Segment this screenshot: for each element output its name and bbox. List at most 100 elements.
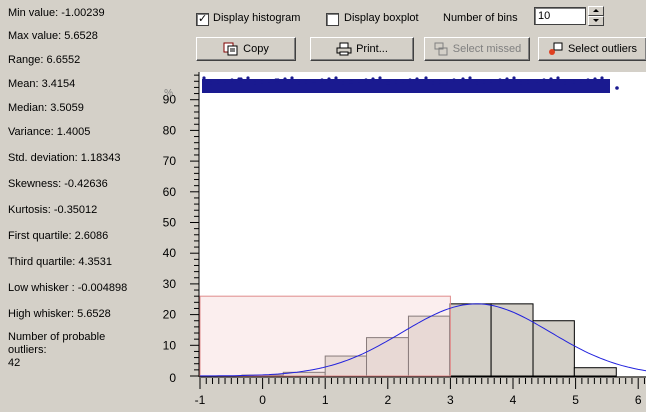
y-tick-label: 90	[163, 93, 177, 107]
data-point	[526, 80, 530, 84]
data-point	[512, 76, 516, 80]
stat-label: Range:	[8, 54, 44, 66]
stat-label: High whisker:	[8, 308, 75, 320]
data-point	[341, 81, 345, 85]
data-point	[230, 78, 234, 82]
stat-item: Number of probable outliers: 42	[8, 331, 120, 370]
printer-icon	[336, 42, 352, 56]
data-point	[237, 77, 241, 81]
copy-icon	[223, 42, 239, 56]
copy-button[interactable]: Copy	[196, 37, 296, 61]
select-outliers-label: Select outliers	[567, 43, 638, 55]
data-point	[371, 77, 375, 81]
data-point	[505, 77, 509, 81]
histogram-bar	[573, 367, 617, 377]
density-curve	[200, 303, 646, 377]
stat-label: First quartile:	[8, 230, 72, 242]
display-histogram-label[interactable]: Display histogram	[213, 12, 301, 24]
data-point	[253, 81, 257, 85]
data-point	[593, 77, 597, 81]
stat-label: Third quartile:	[8, 256, 76, 268]
data-point	[274, 78, 278, 82]
y-tick-label: 70	[163, 154, 177, 168]
y-tick-label: 60	[163, 185, 177, 199]
x-tick-label: 6	[635, 393, 642, 407]
stat-value: 6.6552	[43, 54, 81, 66]
data-point	[394, 80, 398, 84]
stat-label: Low whisker :	[8, 282, 75, 294]
data-point	[415, 77, 419, 81]
stat-item: Low whisker : -0.004898	[8, 282, 178, 295]
selection-region	[199, 295, 451, 377]
data-point	[563, 81, 567, 85]
bins-spinner[interactable]	[588, 6, 604, 26]
data-point	[385, 81, 389, 85]
data-point	[297, 81, 301, 85]
stat-label: Number of probable outliers:	[8, 331, 106, 356]
up-arrow-icon[interactable]	[588, 6, 604, 16]
print-button[interactable]: Print...	[310, 37, 414, 61]
stat-value: 3.4154	[38, 78, 76, 90]
data-point	[311, 79, 315, 83]
y-tick-label: 80	[163, 123, 177, 137]
data-point	[468, 76, 472, 80]
down-arrow-icon[interactable]	[588, 16, 604, 26]
stat-label: Kurtosis:	[8, 204, 51, 216]
stat-value: 3.5059	[47, 102, 84, 114]
data-point	[445, 79, 449, 83]
points-strip	[202, 79, 610, 93]
data-point	[461, 77, 465, 81]
data-point	[357, 79, 361, 83]
data-point	[542, 78, 546, 82]
number-of-bins-input[interactable]	[534, 7, 586, 25]
y-tick-label: 0	[169, 371, 176, 385]
stat-value: 1.18343	[77, 152, 121, 164]
histogram-bar	[449, 303, 492, 377]
y-tick-label: 20	[163, 308, 177, 322]
display-boxplot-checkbox[interactable]	[326, 13, 339, 26]
data-point	[586, 78, 590, 82]
stat-item: First quartile: 2.6086	[8, 230, 178, 243]
data-point	[320, 78, 324, 82]
x-tick-label: 1	[322, 393, 329, 407]
checkmark-icon: ✓	[198, 12, 208, 25]
data-point	[327, 77, 331, 81]
data-point	[216, 80, 220, 84]
x-tick-label: -1	[195, 393, 206, 407]
data-point	[475, 81, 479, 85]
stat-label: Max value:	[8, 30, 62, 42]
display-histogram-checkbox[interactable]: ✓	[196, 12, 209, 26]
data-point	[401, 79, 405, 83]
stat-value: -0.35012	[50, 204, 98, 216]
stat-item: Std. deviation: 1.18343	[8, 152, 178, 165]
data-point	[202, 76, 206, 80]
stat-label: Variance:	[8, 126, 54, 138]
x-tick-label: 3	[447, 393, 454, 407]
y-tick-label: 10	[163, 338, 177, 352]
y-tick-label: 50	[163, 216, 177, 230]
stat-item: High whisker: 5.6528	[8, 308, 178, 321]
stat-label: Std. deviation:	[8, 152, 78, 164]
data-point	[452, 78, 456, 82]
data-point	[290, 76, 294, 80]
x-tick-label: 4	[510, 393, 517, 407]
stat-value: 5.6528	[61, 30, 98, 42]
display-boxplot-label[interactable]: Display boxplot	[344, 12, 419, 24]
stat-label: Skewness:	[8, 178, 62, 190]
histogram-bar	[490, 303, 534, 377]
stat-value: 2.6086	[71, 230, 109, 242]
data-point	[431, 81, 435, 85]
data-point	[498, 78, 502, 82]
data-point	[304, 80, 308, 84]
select-missed-button[interactable]: Select missed	[424, 37, 530, 61]
x-tick-label: 2	[384, 393, 391, 407]
stat-value: -0.004898	[74, 282, 128, 294]
y-axis-label: %	[164, 88, 173, 99]
stat-item: Min value: -1.00239	[8, 7, 178, 20]
y-tick-label: 40	[163, 246, 177, 260]
data-point	[364, 78, 368, 82]
select-missed-label: Select missed	[452, 43, 522, 55]
data-point	[223, 79, 227, 83]
select-outliers-button[interactable]: Select outliers	[538, 37, 646, 61]
